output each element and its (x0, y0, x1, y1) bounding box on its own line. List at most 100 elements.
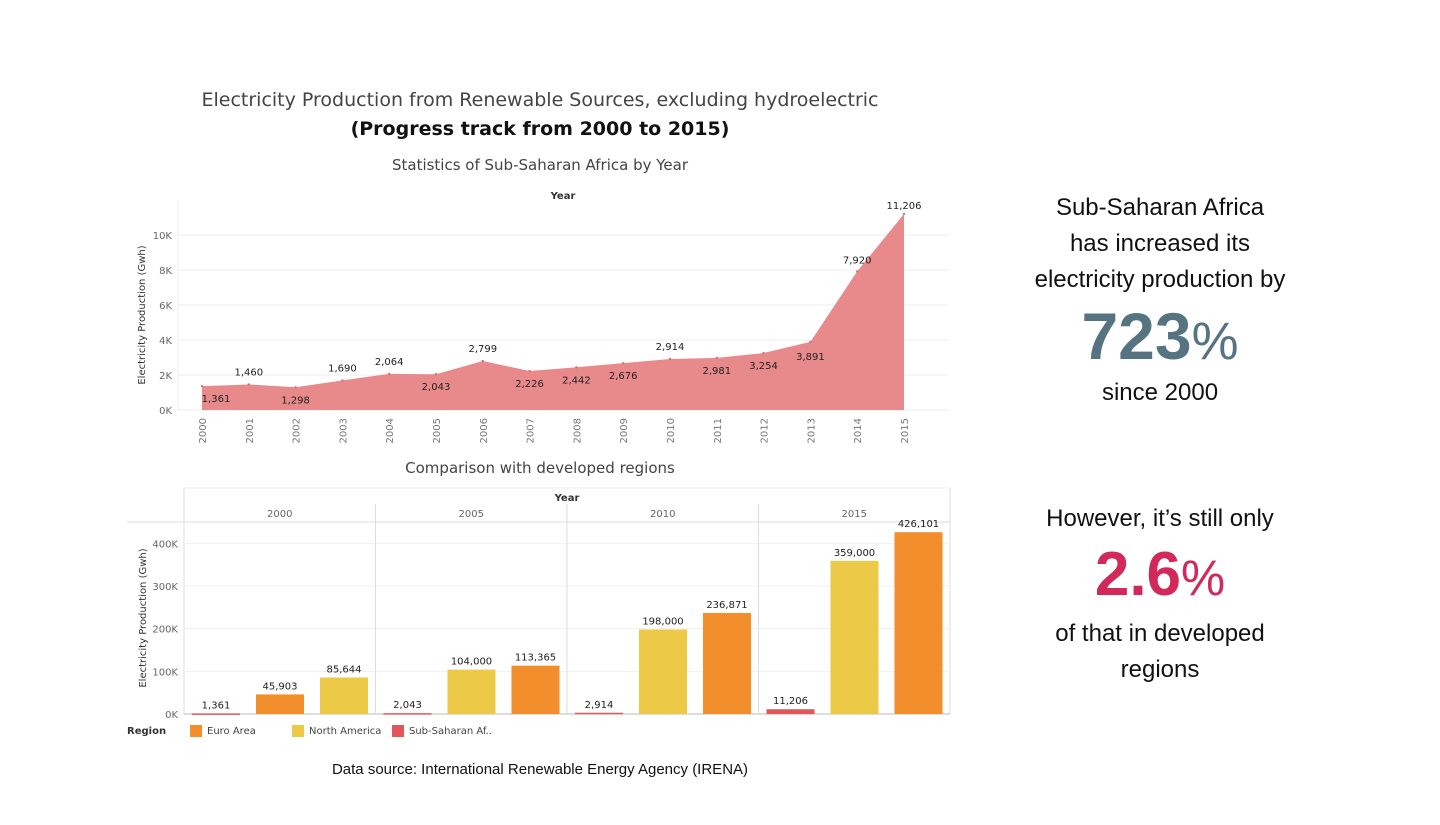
area-point (762, 351, 765, 355)
area-point (856, 270, 859, 273)
area-x-tick: 2012 (760, 418, 771, 443)
area-y-tick: 0K (159, 406, 172, 417)
area-point (388, 372, 391, 376)
area-data-label: 3,254 (749, 361, 778, 372)
insight-however: However, it’s still only (1046, 505, 1274, 532)
legend-label: Euro Area (207, 726, 256, 737)
bar-group-label: 2000 (267, 509, 292, 520)
area-x-tick: 2003 (338, 418, 349, 443)
area-data-label: 11,206 (887, 201, 922, 212)
bar-data-label: 2,043 (393, 700, 422, 711)
bar (256, 694, 304, 714)
legend-label: Sub-Saharan Af.. (409, 726, 492, 737)
share-percent: 2.6% (990, 540, 1330, 613)
bar (447, 669, 496, 714)
area-data-label: 3,891 (796, 352, 825, 363)
area-data-label: 2,043 (422, 382, 451, 393)
bar-data-label: 45,903 (263, 681, 298, 692)
bar-data-label: 113,365 (515, 653, 556, 664)
bar-data-label: 426,101 (898, 519, 939, 530)
area-x-tick: 2007 (526, 418, 537, 443)
area-data-label: 2,914 (656, 342, 685, 353)
area-series-sub-saharan-africa (202, 213, 904, 410)
area-x-tick: 2010 (666, 418, 677, 443)
page-subtitle: (Progress track from 2000 to 2015) (350, 118, 730, 140)
bar (383, 713, 432, 715)
area-point (341, 379, 344, 382)
legend-swatch (190, 725, 202, 737)
bar-data-label: 1,361 (202, 700, 231, 711)
bar-data-label: 11,206 (773, 696, 808, 707)
area-y-tick: 2K (159, 371, 172, 382)
insight-since: since 2000 (1101, 379, 1219, 406)
insight-line-2: has increased its (1069, 230, 1251, 257)
increase-value: 723 (1081, 299, 1192, 373)
insight-line-3: electricity production by (1034, 266, 1286, 293)
bar (894, 532, 943, 714)
area-data-label: 2,064 (375, 357, 404, 368)
bar-chart: Year Electricity Production (Gwh) 0K 100K 20… (127, 487, 951, 737)
bar-data-label: 85,644 (327, 664, 362, 675)
bar (320, 677, 368, 714)
bar-y-tick: 300K (152, 582, 178, 593)
area-point (247, 383, 250, 386)
area-x-header: Year (550, 191, 576, 202)
bar-chart-title: Comparison with developed regions (405, 459, 675, 477)
insight-developed: of that in developed regions (990, 616, 1330, 688)
area-y-tick: 6K (159, 301, 172, 312)
area-data-label: 1,460 (234, 367, 263, 378)
legend-title: Region (127, 726, 166, 737)
area-point (294, 386, 297, 389)
area-x-tick: 2015 (900, 418, 911, 443)
area-y-tick: 8K (159, 266, 172, 277)
increase-percent: 723% (990, 300, 1330, 378)
area-point (200, 384, 204, 388)
bar (639, 629, 687, 714)
area-data-label: 2,226 (515, 379, 544, 390)
increase-unit: % (1191, 312, 1239, 371)
bar (766, 709, 815, 714)
bar (703, 612, 751, 714)
bar-y-tick: 200K (152, 625, 178, 636)
area-x-tick: 2011 (713, 418, 724, 443)
legend-swatch (292, 725, 304, 737)
bar-group-label: 2010 (650, 509, 675, 520)
area-point (622, 361, 625, 365)
area-point (902, 212, 906, 216)
area-x-tick: 2000 (198, 418, 209, 443)
bar-y-tick: 0K (165, 710, 178, 721)
area-data-label: 2,799 (468, 344, 497, 355)
area-x-tick: 2001 (245, 418, 256, 443)
bar-data-label: 104,000 (451, 657, 492, 668)
page-title: Electricity Production from Renewable So… (201, 89, 879, 111)
bar (511, 665, 560, 714)
area-point (575, 366, 578, 369)
legend-swatch (392, 725, 404, 737)
bar-group-label: 2005 (459, 509, 484, 520)
legend-label: North America (309, 726, 381, 737)
area-x-tick: 2014 (853, 418, 864, 443)
share-unit: % (1181, 550, 1226, 606)
area-x-tick: 2009 (619, 418, 630, 443)
area-y-axis-label: Electricity Production (Gwh) (137, 245, 148, 384)
area-x-tick: 2005 (432, 418, 443, 443)
area-point (481, 359, 484, 363)
area-x-tick: 2002 (292, 418, 303, 443)
bar-y-tick: 400K (152, 539, 178, 550)
area-point (528, 369, 531, 373)
bar (575, 712, 623, 715)
area-chart-title: Statistics of Sub-Saharan Africa by Year (391, 156, 689, 174)
insight-developed-line-2: regions (1120, 656, 1200, 683)
area-point (715, 356, 718, 360)
area-point (668, 357, 672, 361)
area-x-tick: 2004 (385, 418, 396, 443)
bar-data-label: 2,914 (585, 700, 614, 711)
bar (192, 713, 240, 715)
share-value: 2.6 (1094, 540, 1182, 609)
bar-y-tick: 100K (152, 667, 178, 678)
area-x-tick: 2008 (572, 418, 583, 443)
bar-data-label: 236,871 (706, 600, 747, 611)
bar (830, 560, 879, 714)
area-data-label: 1,690 (328, 363, 357, 374)
area-data-label: 2,676 (609, 371, 638, 382)
